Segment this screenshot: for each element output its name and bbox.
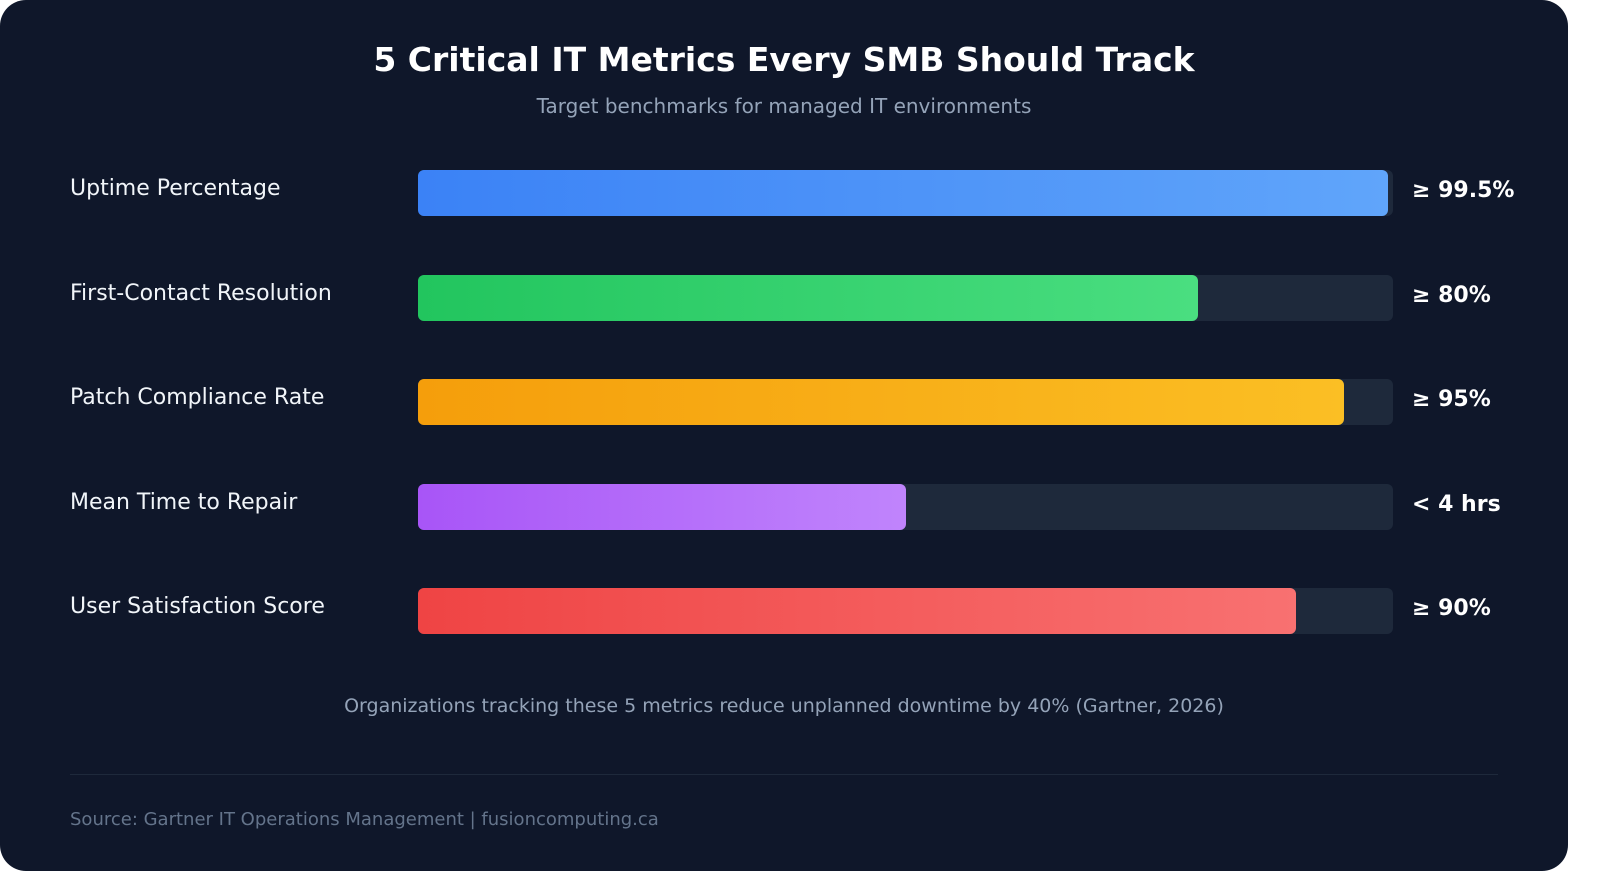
bar-label: User Satisfaction Score [70,594,325,619]
bar-fill [418,588,1296,634]
value-label: ≥ 90% [1412,596,1491,621]
value-label: < 4 hrs [1412,491,1501,517]
chart-subtitle: Target benchmarks for managed IT environ… [536,94,1032,118]
bar-label: Uptime Percentage [70,176,281,201]
bar-track [418,379,1393,425]
bar-row: User Satisfaction Score ≥ 90% [0,588,1568,634]
bar-track [418,588,1393,634]
source-text: Source: Gartner IT Operations Management… [70,809,659,830]
bar-track [418,483,1393,530]
bar-label: First-Contact Resolution [70,280,332,306]
chart-card: 5 Critical IT Metrics Every SMB Should T… [0,0,1568,871]
bar-track [418,274,1393,321]
value-label: ≥ 95% [1412,387,1491,412]
bar-row: Uptime Percentage ≥ 99.5% [0,170,1568,216]
bar-label: Patch Compliance Rate [70,385,325,410]
value-label: ≥ 99.5% [1412,178,1515,203]
bar-fill [418,483,906,530]
value-label: ≥ 80% [1412,282,1491,308]
bar-row: Patch Compliance Rate ≥ 95% [0,379,1568,425]
bar-label: Mean Time to Repair [70,489,298,515]
chart-title: 5 Critical IT Metrics Every SMB Should T… [373,40,1195,79]
bar-fill [418,274,1198,321]
bar-track [418,170,1393,216]
bar-fill [418,170,1389,216]
bar-row: First-Contact Resolution ≥ 80% [0,274,1568,321]
annotation: Organizations tracking these 5 metrics r… [344,695,1224,717]
bar-fill [418,379,1345,425]
bar-row: Mean Time to Repair < 4 hrs [0,483,1568,530]
divider [70,774,1498,775]
